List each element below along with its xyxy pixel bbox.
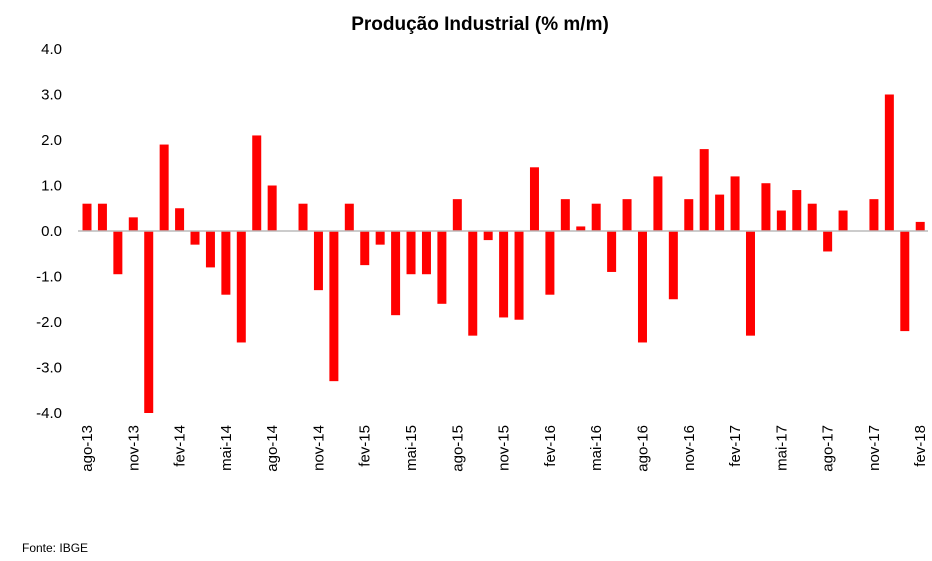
bar [452,199,462,231]
y-tick-label: 2.0 [41,132,62,149]
x-tick-label: mai-17 [773,425,790,471]
bar [205,231,215,268]
bar [329,231,339,382]
bar [159,144,169,231]
x-tick-label: nov-15 [496,425,513,471]
bar [730,176,740,231]
bar [190,231,200,245]
bar [792,190,802,231]
x-tick-label: fev-16 [542,425,559,467]
bar [468,231,478,336]
x-tick-label: fev-17 [727,425,744,467]
bar [128,217,138,231]
y-tick-label: -4.0 [36,405,62,422]
y-tick-label: -1.0 [36,269,62,286]
bar [221,231,231,295]
bar [391,231,401,316]
bar [622,199,632,231]
bar [313,231,323,291]
bar [406,231,416,275]
x-tick-label: mai-15 [403,425,420,471]
bar [175,208,185,231]
bar [838,210,848,231]
bar [421,231,431,275]
bar [684,199,694,231]
y-tick-label: -2.0 [36,314,62,331]
bar [776,210,786,231]
x-tick-label: ago-13 [79,425,96,472]
bar [915,221,925,231]
x-tick-label: ago-17 [820,425,837,472]
y-tick-label: 0.0 [41,223,62,240]
bar [97,203,107,231]
x-tick-label: nov-13 [125,425,142,471]
chart-title: Produção Industrial (% m/m) [351,14,609,35]
bar [668,231,678,300]
bar [653,176,663,231]
bar [900,231,910,332]
x-tick-label: ago-16 [634,425,651,472]
x-tick-label: fev-15 [357,425,374,467]
bar [715,194,725,231]
bar [869,199,879,231]
bar [637,231,647,343]
bar [437,231,447,304]
bar [699,149,709,231]
bar [745,231,755,336]
x-tick-label: nov-17 [866,425,883,471]
bar [82,203,92,231]
x-tick-label: nov-14 [310,425,327,471]
x-tick-label: mai-14 [218,425,235,471]
bar [499,231,509,318]
bar [144,231,154,413]
x-tick-label: ago-14 [264,425,281,472]
bar [607,231,617,272]
y-tick-label: 3.0 [41,87,62,104]
x-tick-label: ago-15 [449,425,466,472]
y-tick-label: 4.0 [41,41,62,58]
bar [344,203,354,231]
bar [529,167,539,231]
bar [576,226,586,231]
source-note: Fonte: IBGE [22,541,88,555]
bar [545,231,555,295]
bar [375,231,385,245]
bar [514,231,524,320]
bar [807,203,817,231]
x-tick-label: fev-14 [172,425,189,467]
bar [360,231,370,266]
y-tick-label: 1.0 [41,178,62,195]
x-tick-label: nov-16 [681,425,698,471]
x-tick-label: mai-16 [588,425,605,471]
x-tick-label: fev-18 [912,425,929,467]
bar [591,203,601,231]
bar [298,203,308,231]
bar [236,231,246,343]
bar [252,135,262,231]
bar [267,185,277,231]
bar [560,199,570,231]
bar [113,231,123,275]
y-tick-label: -3.0 [36,360,62,377]
bar [823,231,833,252]
bar [884,94,894,231]
bar [483,231,493,241]
bar [761,183,771,231]
